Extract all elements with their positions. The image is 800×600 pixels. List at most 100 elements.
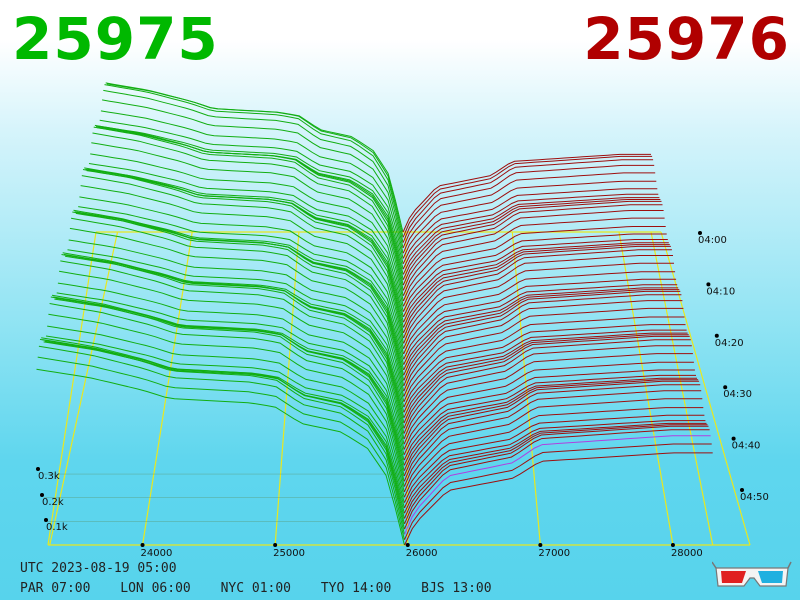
time-tick-marker	[714, 333, 719, 338]
ask-depth-line	[404, 429, 710, 530]
bid-depth-line	[47, 325, 405, 498]
bid-depth-line	[84, 167, 404, 333]
3d-glasses-icon[interactable]	[712, 560, 792, 594]
bid-depth-line	[73, 209, 405, 381]
ask-depth-line	[402, 199, 661, 280]
time-tick-label: 04:20	[715, 338, 744, 349]
bid-depth-line	[98, 125, 404, 270]
bid-depth-line	[105, 82, 404, 238]
ask-depth-line	[403, 289, 680, 376]
ask-depth-line	[402, 193, 659, 270]
ask-depth-line	[402, 210, 664, 296]
bid-depth-line	[60, 260, 405, 440]
ask-depth-line	[403, 353, 693, 445]
ask-depth-line	[403, 369, 695, 456]
ask-depth-line	[402, 188, 658, 265]
bid-depth-line	[82, 169, 404, 339]
ask-depth-line	[403, 307, 684, 397]
bid-price: 25975	[12, 5, 219, 73]
bid-depth-line	[39, 338, 405, 530]
x-tick-label: 25000	[273, 548, 305, 559]
z-tick-marker	[40, 493, 44, 497]
ask-depth-line	[403, 398, 703, 493]
ask-depth-line	[402, 200, 662, 286]
x-tick-marker	[405, 543, 410, 547]
time-tick-marker	[698, 231, 702, 235]
bid-depth-line	[51, 294, 405, 477]
bid-depth-line	[43, 341, 405, 514]
ask-depth-line	[402, 159, 654, 243]
bid-depth-line	[49, 303, 405, 487]
x-tick-marker	[140, 543, 145, 547]
bid-depth-line	[69, 227, 405, 397]
bid-depth-line	[79, 196, 404, 355]
timezone-list: PAR 07:00 LON 06:00 NYC 01:00 TYO 14:00 …	[20, 581, 514, 596]
bid-depth-line	[103, 89, 404, 249]
bid-depth-line	[80, 185, 404, 349]
ask-depth-line	[403, 278, 677, 360]
bid-depth-line	[62, 252, 405, 429]
bid-depth-line	[57, 282, 405, 450]
grid-line-price	[618, 231, 674, 546]
z-tick-label: 0.2k	[42, 497, 64, 508]
ask-depth-line	[403, 290, 681, 381]
ask-depth-line	[403, 345, 692, 440]
ask-depth-line	[403, 294, 682, 386]
bid-depth-line	[67, 249, 405, 408]
ask-depth-line	[403, 332, 688, 418]
ask-depth-line	[403, 424, 708, 519]
time-tick-marker	[706, 282, 711, 287]
bid-depth-line	[104, 84, 404, 243]
time-tick-marker	[740, 488, 744, 492]
x-tick-label: 26000	[406, 548, 438, 559]
ask-depth-series	[402, 153, 713, 546]
ask-depth-line	[403, 420, 706, 509]
grid-line-price	[274, 231, 300, 546]
z-tick-label: 0.3k	[38, 471, 60, 482]
ask-depth-line	[403, 422, 707, 514]
bid-depth-line	[41, 337, 405, 524]
x-tick-label: 28000	[671, 548, 703, 559]
ask-depth-line	[402, 153, 651, 233]
bid-depth-line	[96, 126, 404, 280]
ask-depth-line	[404, 443, 712, 540]
ask-depth-line	[403, 249, 672, 339]
grid-line-left	[47, 231, 97, 546]
ask-depth-line	[403, 361, 694, 450]
bid-depth-line	[90, 153, 404, 307]
ask-depth-line	[402, 155, 653, 238]
ask-depth-line	[403, 255, 673, 344]
ask-depth-line	[403, 390, 702, 487]
time-tick-label: 04:10	[706, 286, 735, 297]
time-tick-label: 04:40	[732, 441, 761, 452]
ask-depth-line	[404, 425, 709, 525]
ask-depth-line	[403, 384, 701, 482]
bid-depth-line	[94, 124, 404, 286]
bid-depth-line	[72, 211, 405, 386]
ask-depth-line	[402, 233, 667, 312]
ask-depth-line	[403, 374, 696, 461]
bid-depth-line	[99, 119, 404, 264]
bid-depth-line	[59, 270, 405, 445]
x-tick-label: 24000	[141, 548, 173, 559]
time-tick-label: 04:50	[740, 492, 769, 503]
ask-depth-line	[403, 300, 683, 392]
ask-depth-line	[403, 335, 690, 429]
bid-depth-line	[48, 313, 405, 493]
bid-depth-line	[68, 239, 405, 402]
ask-depth-line	[403, 379, 699, 471]
ask-depth-line	[402, 217, 665, 302]
bid-depth-line	[102, 99, 404, 254]
ask-depth-line	[402, 226, 666, 307]
x-tick-marker	[670, 543, 675, 547]
bid-depth-line	[91, 142, 404, 302]
ask-depth-line	[403, 245, 671, 333]
depth-chart: 24000 25000 26000 27000 28000 0.1k 0.2k 0.3k 04:…	[36, 82, 769, 559]
z-tick-label: 0.1k	[46, 522, 68, 533]
ask-depth-line	[403, 287, 679, 371]
timezone-new-york: NYC 01:00	[220, 581, 292, 596]
ask-depth-line	[403, 262, 674, 349]
time-tick-marker	[723, 385, 728, 390]
ask-depth-line	[403, 380, 700, 477]
bid-depth-line	[93, 126, 404, 291]
